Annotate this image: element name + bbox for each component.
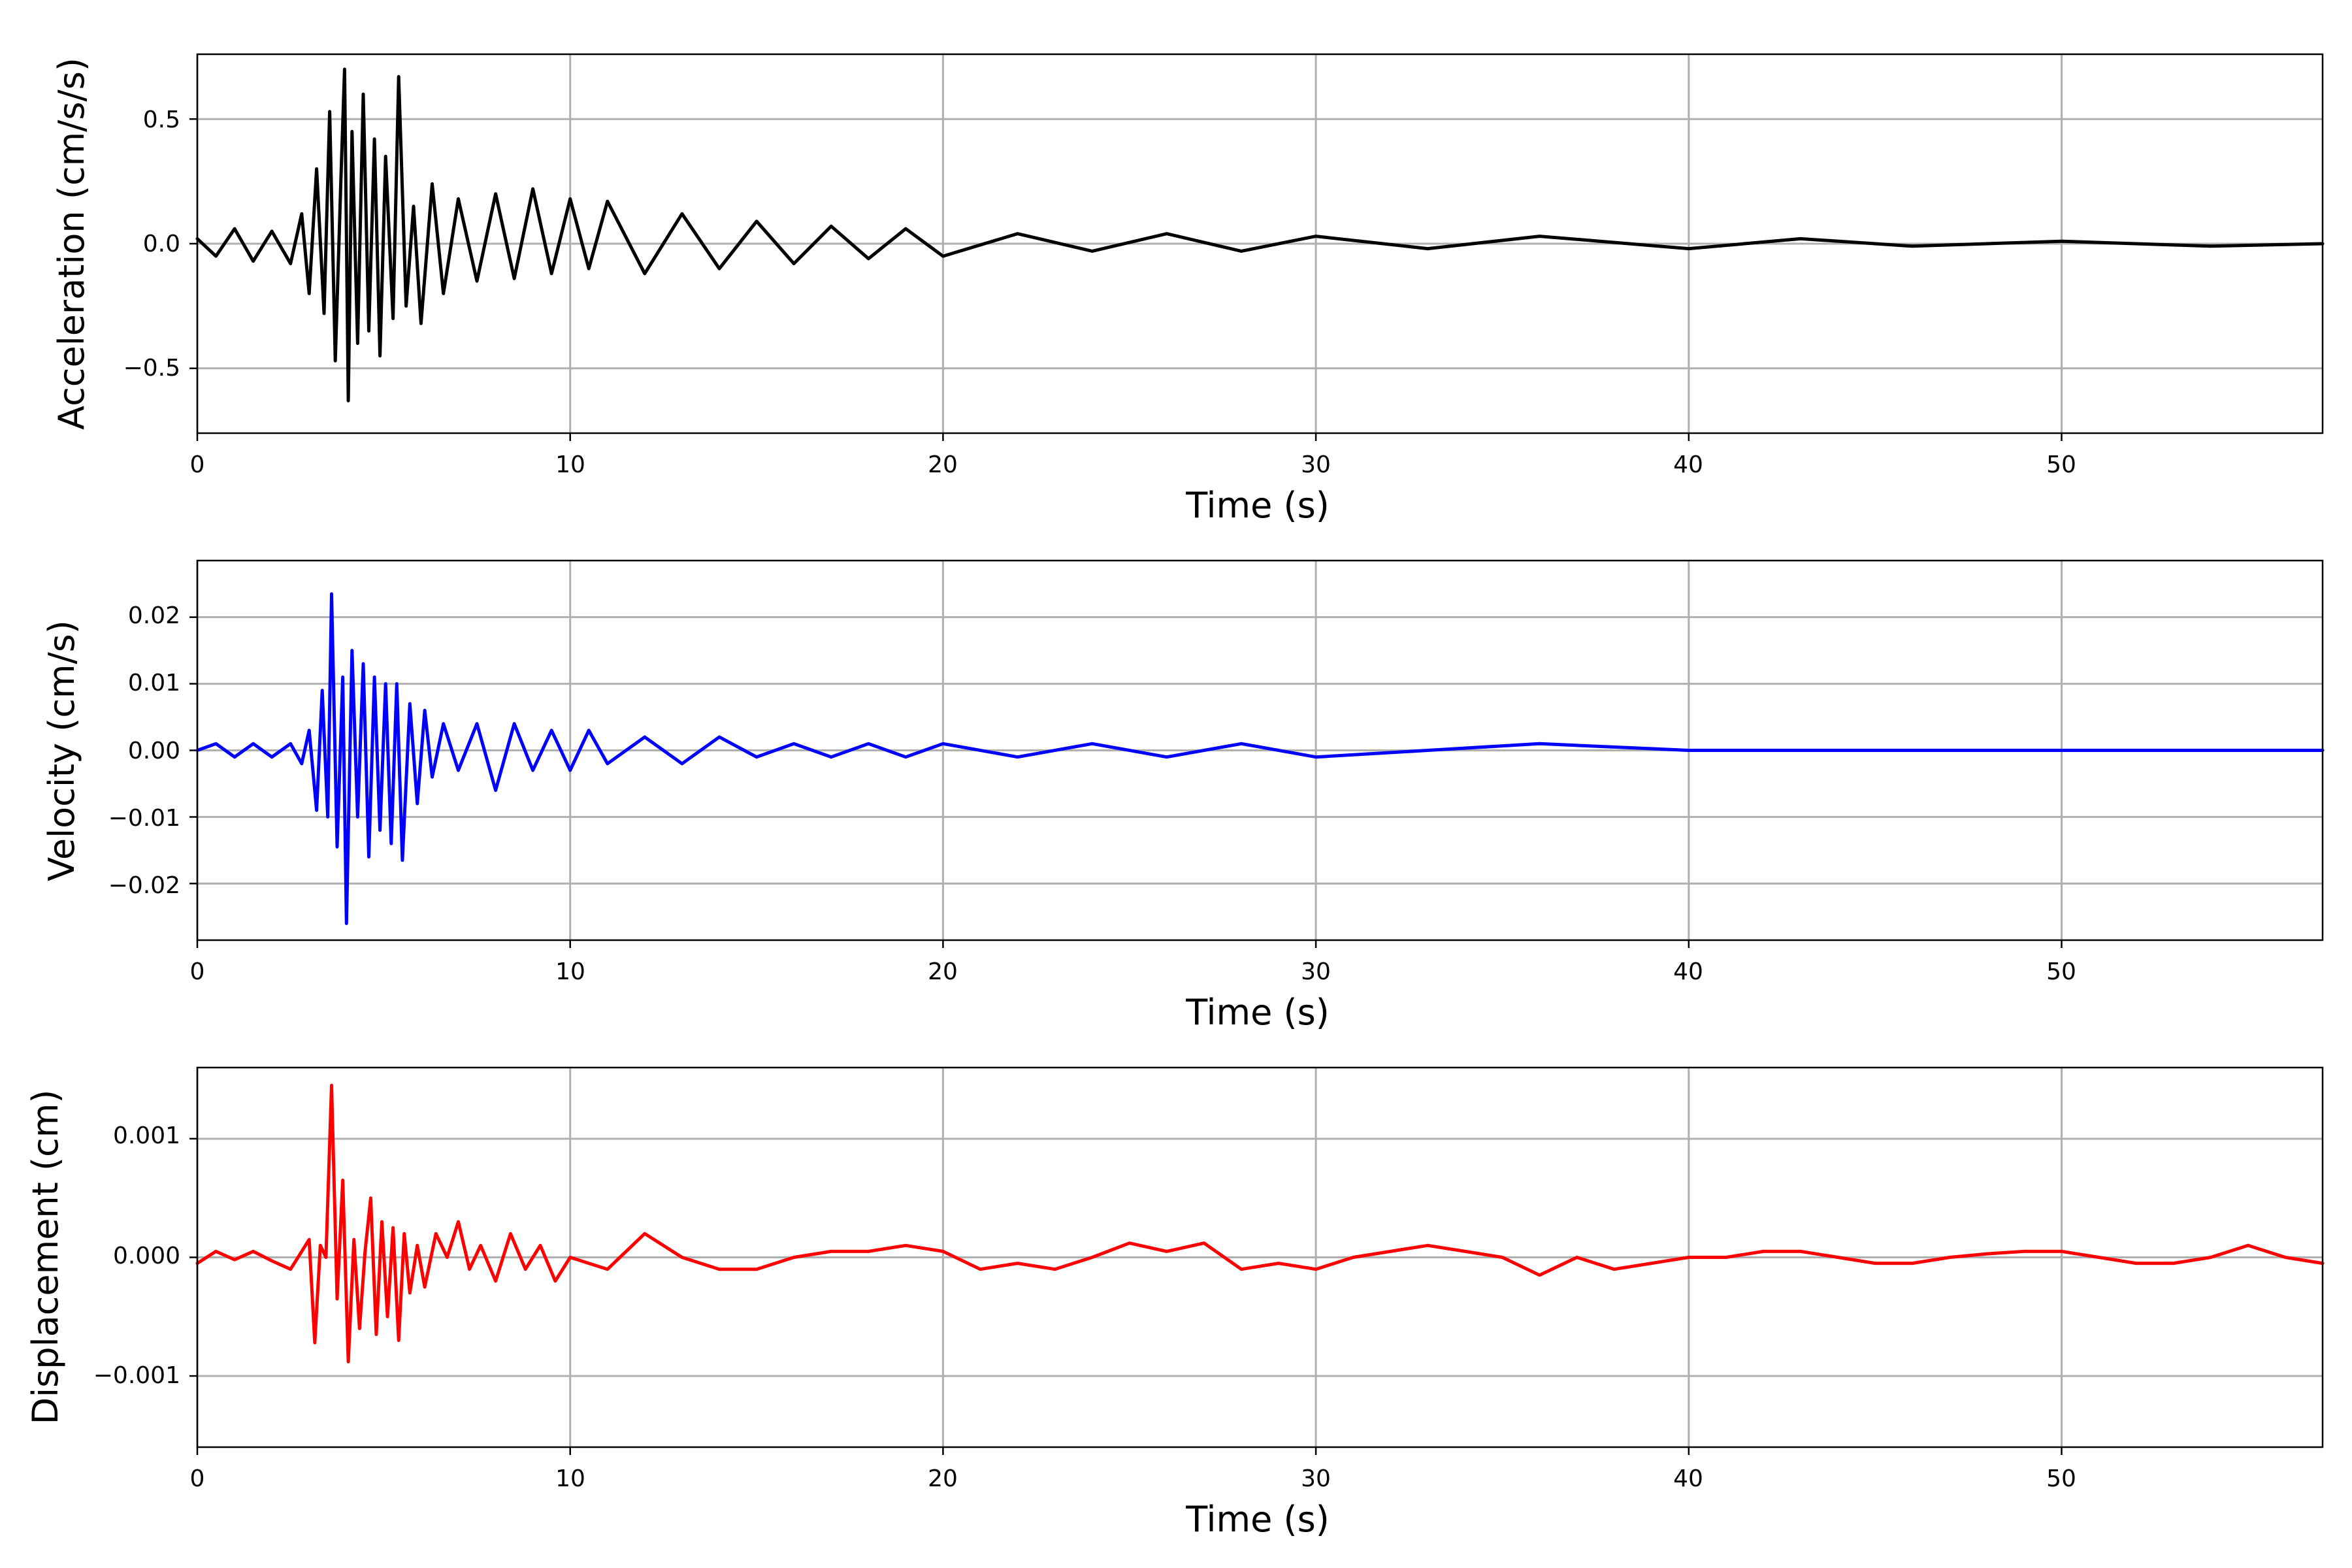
velocity-ytick-label: −0.01 [108,805,180,832]
acceleration-xtick-label: 10 [555,451,585,478]
acceleration-panel: Acceleration (cm/s/s) Time (s) 0.5 0.0 −… [51,57,2076,526]
acceleration-xtick-label: 30 [1301,451,1331,478]
acceleration-ylabel: Acceleration (cm/s/s) [51,57,92,430]
acceleration-plot-area [189,53,2325,441]
acceleration-xlabel: Time (s) [1185,485,1330,526]
velocity-ytick-label: −0.02 [108,872,180,899]
displacement-xtick-label: 10 [555,1465,585,1492]
velocity-ytick-label: 0.01 [128,670,180,696]
displacement-xtick-label: 40 [1673,1465,1703,1492]
acceleration-axes-frame [196,53,2324,434]
velocity-series-line [195,592,2325,925]
acceleration-series-line [195,67,2325,402]
displacement-xtick-label: 50 [2046,1465,2076,1492]
velocity-xlabel: Time (s) [1185,992,1330,1033]
velocity-ytick-label: 0.00 [128,738,180,764]
acceleration-ytick-label: −0.5 [123,355,180,382]
displacement-series-line [195,1083,2325,1364]
velocity-plot-area [189,559,2325,948]
displacement-panel: Displacement (cm) Time (s) 0.001 0.000 −… [25,1090,2076,1540]
velocity-axes-frame [196,559,2324,941]
velocity-panel: Velocity (cm/s) Time (s) 0.02 0.01 0.00 … [41,602,2076,1033]
displacement-ytick-label: 0.000 [113,1243,180,1269]
velocity-xtick-label: 20 [928,958,958,985]
acceleration-xtick-label: 0 [190,451,205,478]
acceleration-ytick-label: 0.5 [143,106,180,133]
velocity-xtick-label: 30 [1301,958,1331,985]
displacement-xlabel: Time (s) [1185,1499,1330,1540]
velocity-xtick-label: 50 [2046,958,2076,985]
displacement-xtick-label: 20 [928,1465,958,1492]
displacement-ytick-label: −0.001 [93,1362,180,1389]
displacement-ytick-label: 0.001 [113,1122,180,1149]
displacement-plot-area [189,1066,2325,1455]
velocity-xtick-label: 40 [1673,958,1703,985]
acceleration-xtick-label: 50 [2046,451,2076,478]
displacement-ylabel: Displacement (cm) [25,1090,66,1425]
displacement-xtick-label: 30 [1301,1465,1331,1492]
displacement-xtick-label: 0 [190,1465,205,1492]
velocity-xtick-label: 10 [555,958,585,985]
acceleration-ytick-label: 0.0 [143,231,180,257]
velocity-ylabel: Velocity (cm/s) [41,620,82,881]
velocity-xtick-label: 0 [190,958,205,985]
velocity-ytick-label: 0.02 [128,602,180,629]
displacement-axes-frame [196,1066,2324,1448]
acceleration-xtick-label: 20 [928,451,958,478]
acceleration-xtick-label: 40 [1673,451,1703,478]
